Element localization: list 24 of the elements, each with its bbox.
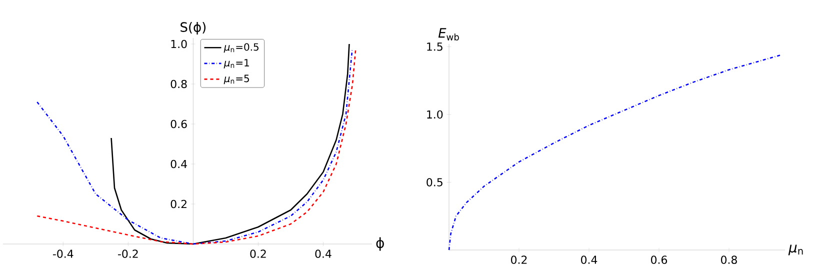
y-tick-label: 0.4 — [170, 160, 187, 168]
y-tick-label: 1.5 — [427, 42, 442, 51]
x-tick-label: 0.2 — [511, 256, 527, 264]
legend-label: μ$_{n}$=0.5 — [224, 43, 258, 53]
line-series — [448, 54, 782, 251]
x-tick-label: -0.4 — [52, 250, 74, 258]
x-axis-title: ϕ — [376, 237, 384, 251]
x-tick-label: -0.2 — [118, 250, 138, 258]
y-tick-label: 0.5 — [426, 178, 442, 186]
x-tick-label: 0.4 — [581, 256, 598, 264]
x-tick-label: 0.8 — [721, 256, 737, 264]
y-axis-title: S(ϕ) — [180, 22, 206, 34]
x-tick-label: 0.4 — [315, 250, 332, 258]
y-tick-label: 1.0 — [427, 110, 443, 119]
y-axis-title: E$_{wb}$ — [438, 28, 459, 40]
x-tick-label: 0.6 — [651, 256, 668, 264]
y-tick-label: 0.8 — [170, 80, 187, 88]
y-tick-label: 0.6 — [170, 120, 187, 128]
y-tick-label: 0.2 — [170, 200, 186, 208]
legend-label: μ$_{n}$=1 — [224, 59, 249, 68]
x-tick-label: 0.2 — [250, 250, 266, 258]
x-axis-title: μ$_{n}$ — [788, 244, 803, 256]
y-tick-label: 1.0 — [171, 40, 187, 48]
legend-label: μ$_{n}$=5 — [224, 74, 249, 84]
